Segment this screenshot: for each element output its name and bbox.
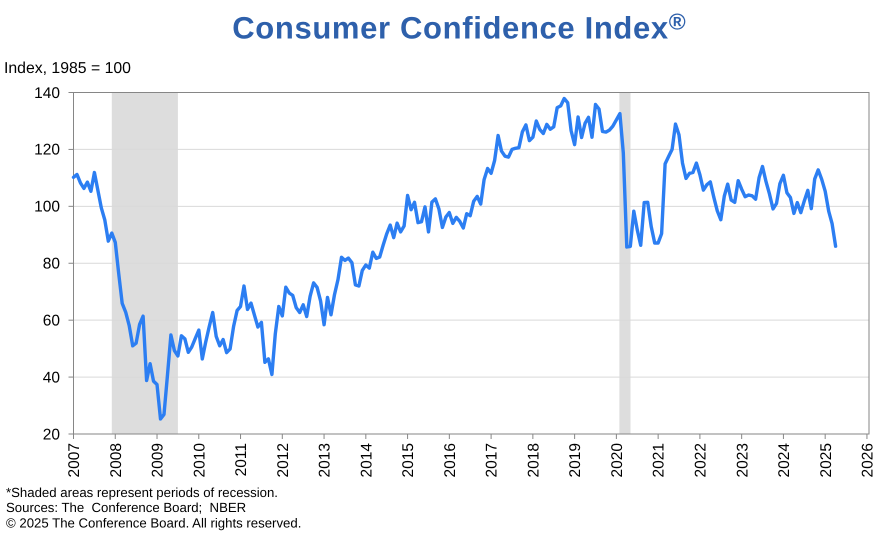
svg-text:2023: 2023 <box>734 443 751 477</box>
svg-text:2014: 2014 <box>358 443 375 478</box>
svg-text:2019: 2019 <box>567 443 584 477</box>
svg-text:2016: 2016 <box>442 443 459 477</box>
svg-text:2025: 2025 <box>818 443 835 477</box>
svg-text:2020: 2020 <box>609 443 626 478</box>
svg-text:© 2025 The Conference Board. A: © 2025 The Conference Board. All rights … <box>6 515 301 530</box>
svg-text:*Shaded areas represent period: *Shaded areas represent periods of reces… <box>6 485 278 500</box>
svg-text:2010: 2010 <box>191 443 208 478</box>
svg-text:Sources: The Conference Board: Sources: The Conference Board; NBER <box>6 500 246 515</box>
svg-text:2013: 2013 <box>317 443 334 477</box>
svg-text:2024: 2024 <box>776 443 793 478</box>
svg-text:2012: 2012 <box>275 443 292 477</box>
svg-text:120: 120 <box>34 142 60 159</box>
svg-text:2022: 2022 <box>693 443 710 477</box>
svg-text:Index, 1985 = 100: Index, 1985 = 100 <box>4 60 131 77</box>
svg-text:2018: 2018 <box>525 443 542 477</box>
svg-text:20: 20 <box>43 426 61 443</box>
svg-text:2011: 2011 <box>233 443 250 476</box>
svg-text:2007: 2007 <box>66 443 83 477</box>
svg-text:2017: 2017 <box>484 443 501 477</box>
svg-text:140: 140 <box>34 85 60 102</box>
svg-text:2009: 2009 <box>150 443 167 477</box>
svg-text:2021: 2021 <box>651 443 668 477</box>
svg-text:80: 80 <box>43 256 61 273</box>
svg-text:2015: 2015 <box>400 443 417 477</box>
svg-text:Consumer Confidence Index®: Consumer Confidence Index® <box>232 9 686 46</box>
svg-text:2026: 2026 <box>860 443 877 477</box>
svg-text:2008: 2008 <box>108 443 125 477</box>
svg-text:60: 60 <box>43 312 61 329</box>
svg-text:40: 40 <box>43 369 61 386</box>
svg-text:100: 100 <box>34 199 60 216</box>
